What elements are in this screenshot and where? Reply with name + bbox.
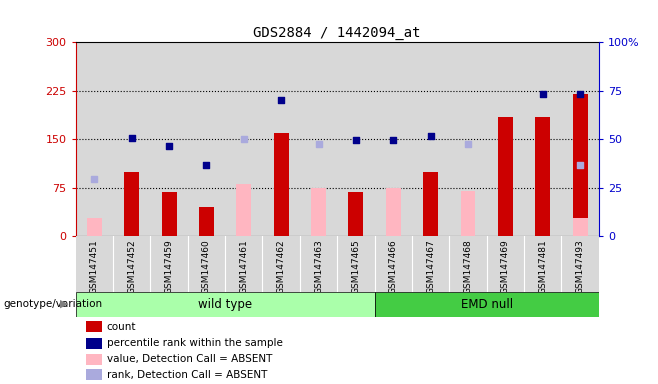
Text: EMD null: EMD null [461,298,513,311]
Text: ▶: ▶ [61,299,68,309]
Bar [498,117,513,236]
Bar [535,117,550,236]
Bar [374,292,599,317]
Text: count: count [107,322,136,332]
Point [201,162,212,168]
Text: rank, Detection Call = ABSENT: rank, Detection Call = ABSENT [107,370,267,380]
Text: GSM147466: GSM147466 [389,239,398,294]
Point [126,135,137,141]
Point [463,141,473,147]
Bar [572,218,588,236]
Point [239,136,249,142]
Bar [87,218,102,236]
Bar [76,292,374,317]
Text: GSM147452: GSM147452 [127,239,136,294]
Text: value, Detection Call = ABSENT: value, Detection Call = ABSENT [107,354,272,364]
Point [575,91,586,97]
Bar [311,188,326,236]
Text: GSM147468: GSM147468 [463,239,472,294]
Bar [349,192,363,236]
Bar [274,133,289,236]
Text: GSM147462: GSM147462 [276,239,286,294]
Bar [572,94,588,236]
Point [388,137,399,144]
Text: GSM147460: GSM147460 [202,239,211,294]
Bar [162,192,176,236]
Text: GSM147459: GSM147459 [164,239,174,294]
Point [276,98,286,104]
Bar [423,172,438,236]
Bar [124,172,139,236]
Bar [386,188,401,236]
Point [351,137,361,144]
Text: GSM147465: GSM147465 [351,239,361,294]
Point [538,91,548,97]
Bar [199,207,214,236]
Point [575,162,586,168]
Text: GSM147481: GSM147481 [538,239,547,294]
Bar [236,184,251,236]
Text: GSM147493: GSM147493 [576,239,584,294]
Title: GDS2884 / 1442094_at: GDS2884 / 1442094_at [253,26,421,40]
Text: GSM147451: GSM147451 [90,239,99,294]
Text: wild type: wild type [198,298,252,311]
Point [164,142,174,149]
Point [89,176,99,182]
Text: genotype/variation: genotype/variation [3,299,103,309]
Text: GSM147467: GSM147467 [426,239,435,294]
Bar [461,191,476,236]
Text: GSM147469: GSM147469 [501,239,510,294]
Point [313,141,324,147]
Text: GSM147461: GSM147461 [240,239,248,294]
Text: percentile rank within the sample: percentile rank within the sample [107,338,282,348]
Text: GSM147463: GSM147463 [314,239,323,294]
Point [425,133,436,139]
